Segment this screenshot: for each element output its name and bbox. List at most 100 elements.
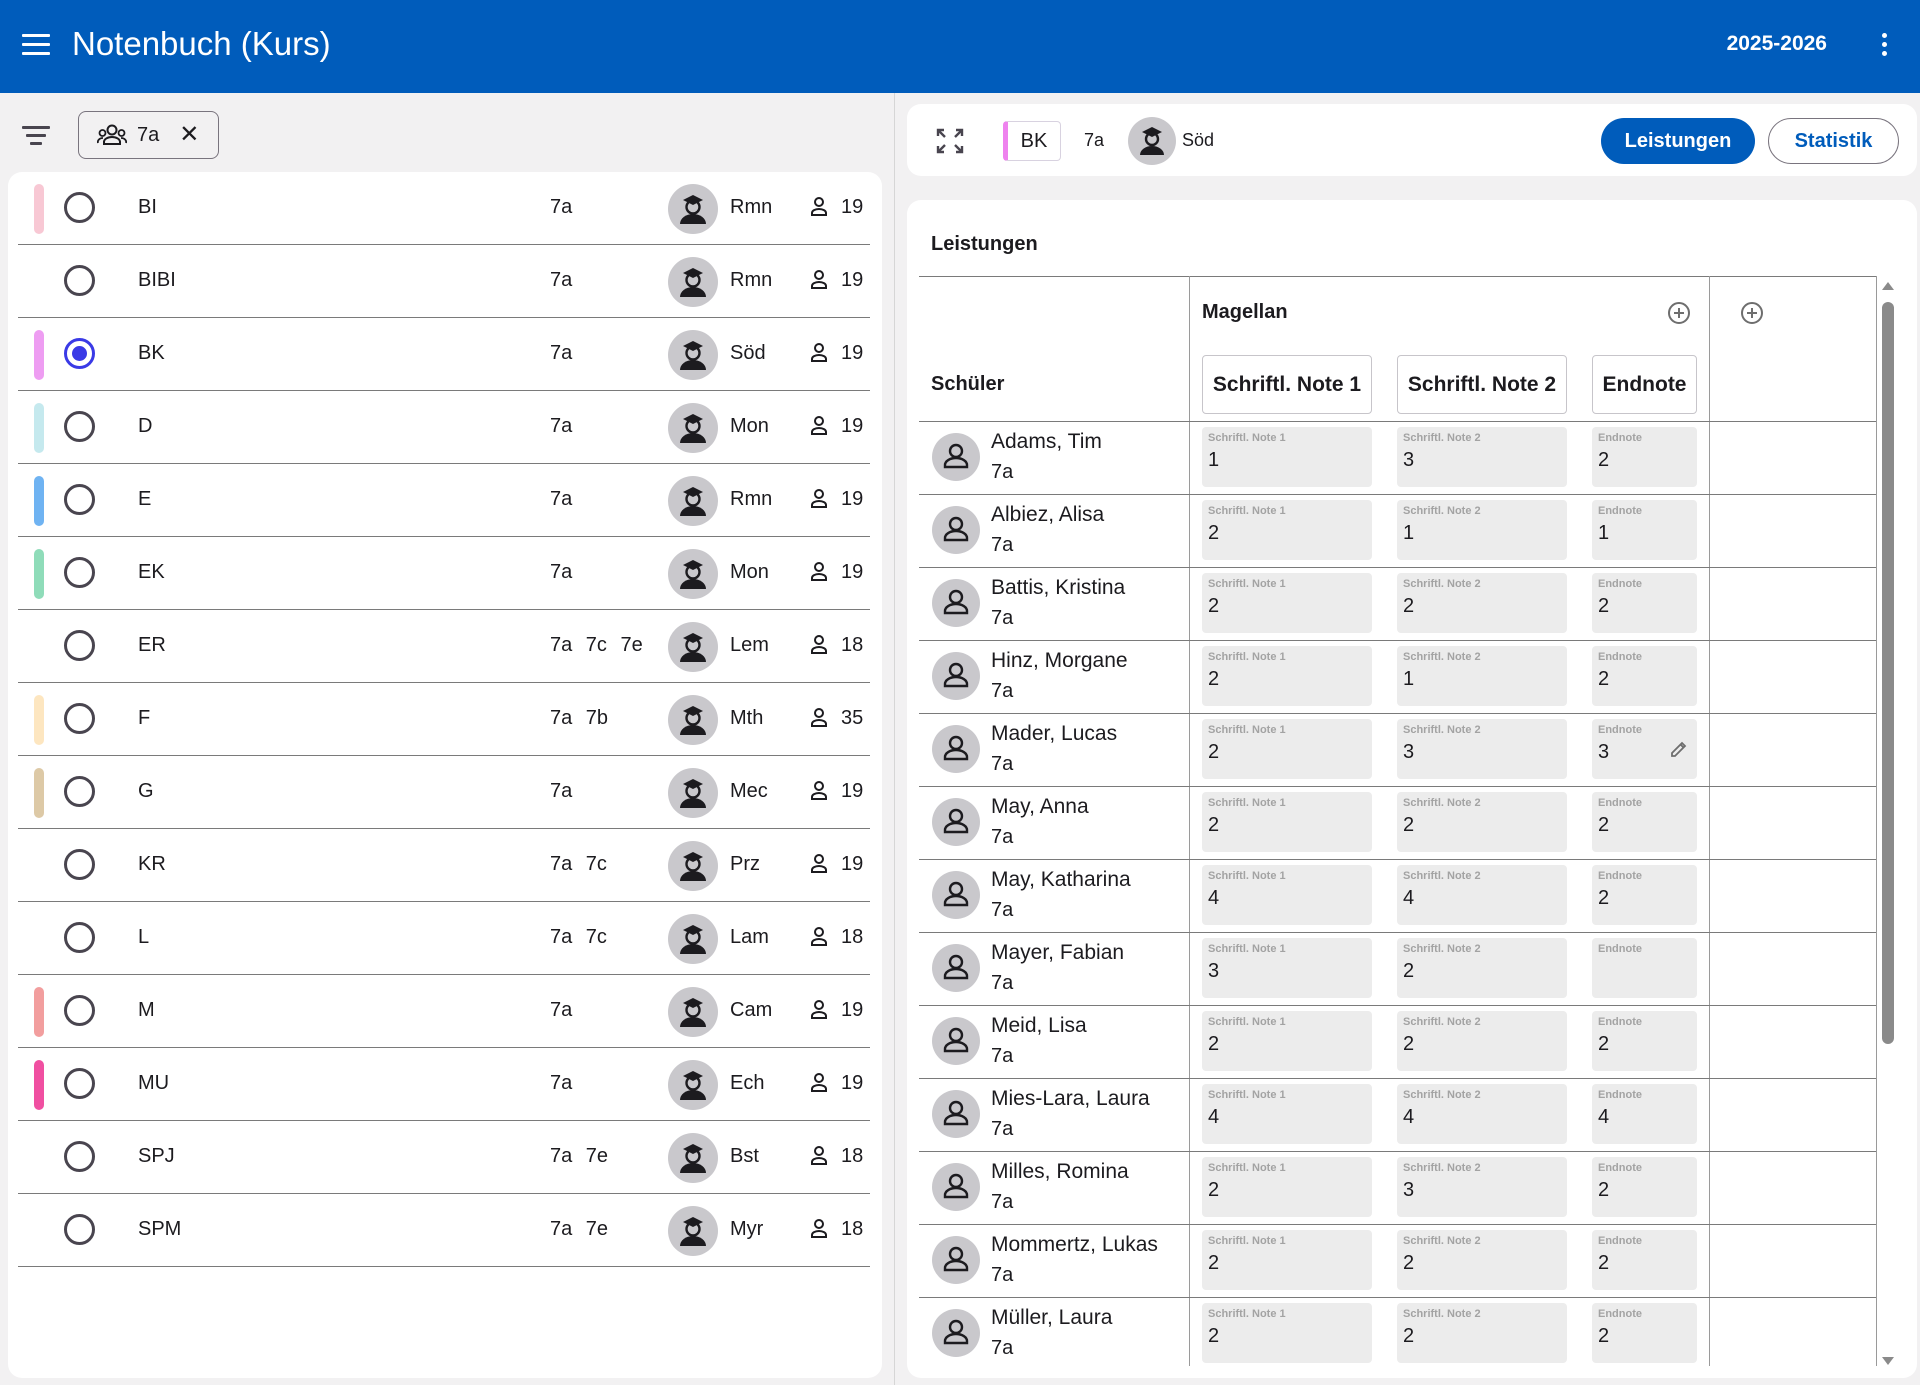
pupil-class: 7a bbox=[991, 899, 1014, 921]
course-list-item[interactable]: KR 7a 7c Prz 19 bbox=[18, 829, 870, 902]
course-list-item[interactable]: D 7a Mon 19 bbox=[18, 391, 870, 464]
grade-field[interactable]: Schriftl. Note 2 1 bbox=[1397, 500, 1567, 560]
course-list-item[interactable]: BI 7a Rmn 19 bbox=[18, 172, 870, 245]
grade-field[interactable]: Endnote 2 bbox=[1592, 1011, 1697, 1071]
grade-field[interactable]: Schriftl. Note 1 2 bbox=[1202, 719, 1372, 779]
scrollbar[interactable] bbox=[1880, 280, 1896, 1365]
course-list-item[interactable]: ER 7a 7c 7e Lem 18 bbox=[18, 610, 870, 683]
grade-field[interactable]: Schriftl. Note 2 1 bbox=[1397, 646, 1567, 706]
grade-field[interactable]: Schriftl. Note 2 4 bbox=[1397, 1084, 1567, 1144]
person-icon bbox=[810, 707, 828, 729]
course-radio[interactable] bbox=[64, 1141, 95, 1172]
grade-field[interactable]: Schriftl. Note 1 2 bbox=[1202, 792, 1372, 852]
course-radio[interactable] bbox=[64, 1214, 95, 1245]
course-classes: 7a bbox=[550, 561, 573, 583]
add-circle-icon[interactable] bbox=[1668, 302, 1690, 324]
grade-field[interactable]: Schriftl. Note 1 2 bbox=[1202, 1303, 1372, 1363]
menu-icon[interactable] bbox=[18, 28, 54, 64]
course-radio[interactable] bbox=[64, 411, 95, 442]
scrollbar-thumb[interactable] bbox=[1882, 302, 1894, 1044]
course-radio[interactable] bbox=[64, 338, 95, 369]
school-year-selector[interactable]: 2025-2026 bbox=[1726, 32, 1827, 55]
column-header-note-1[interactable]: Schriftl. Note 1 bbox=[1202, 355, 1372, 414]
person-avatar-icon bbox=[932, 1017, 980, 1065]
course-radio[interactable] bbox=[64, 703, 95, 734]
column-header-endnote[interactable]: Endnote bbox=[1592, 355, 1697, 414]
course-teacher: Mon bbox=[730, 415, 769, 437]
course-list-item[interactable]: M 7a Cam 19 bbox=[18, 975, 870, 1048]
grade-field-label: Schriftl. Note 2 bbox=[1403, 943, 1481, 955]
course-list-item[interactable]: EK 7a Mon 19 bbox=[18, 537, 870, 610]
scroll-up-icon[interactable] bbox=[1882, 282, 1894, 290]
course-subject: G bbox=[138, 780, 154, 802]
grade-field[interactable]: Schriftl. Note 1 4 bbox=[1202, 1084, 1372, 1144]
grade-field[interactable]: Endnote 2 bbox=[1592, 427, 1697, 487]
grade-field[interactable]: Schriftl. Note 2 2 bbox=[1397, 1303, 1567, 1363]
grade-field-label: Endnote bbox=[1598, 943, 1642, 955]
course-list-item[interactable]: L 7a 7c Lam 18 bbox=[18, 902, 870, 975]
grade-field[interactable]: Schriftl. Note 1 2 bbox=[1202, 646, 1372, 706]
grade-field[interactable]: Schriftl. Note 2 3 bbox=[1397, 719, 1567, 779]
grade-field[interactable]: Schriftl. Note 1 2 bbox=[1202, 500, 1372, 560]
course-list-item[interactable]: MU 7a Ech 19 bbox=[18, 1048, 870, 1121]
person-avatar-icon bbox=[932, 1236, 980, 1284]
course-radio[interactable] bbox=[64, 849, 95, 880]
course-radio[interactable] bbox=[64, 192, 95, 223]
course-radio[interactable] bbox=[64, 557, 95, 588]
course-list-item[interactable]: F 7a 7b Mth 35 bbox=[18, 683, 870, 756]
statistik-button[interactable]: Statistik bbox=[1768, 118, 1899, 164]
scroll-down-icon[interactable] bbox=[1882, 1357, 1894, 1365]
grade-field[interactable]: Schriftl. Note 1 1 bbox=[1202, 427, 1372, 487]
grade-field[interactable]: Schriftl. Note 2 2 bbox=[1397, 792, 1567, 852]
course-list-item[interactable]: SPM 7a 7e Myr 18 bbox=[18, 1194, 870, 1267]
grade-field[interactable]: Schriftl. Note 2 2 bbox=[1397, 573, 1567, 633]
leistungen-button[interactable]: Leistungen bbox=[1601, 118, 1755, 164]
grade-field[interactable]: Schriftl. Note 2 2 bbox=[1397, 1230, 1567, 1290]
column-header-note-2[interactable]: Schriftl. Note 2 bbox=[1397, 355, 1567, 414]
person-icon bbox=[810, 926, 828, 948]
course-radio[interactable] bbox=[64, 922, 95, 953]
course-radio[interactable] bbox=[64, 484, 95, 515]
grade-field[interactable]: Endnote bbox=[1592, 938, 1697, 998]
grade-field[interactable]: Schriftl. Note 1 2 bbox=[1202, 573, 1372, 633]
close-icon[interactable]: ✕ bbox=[179, 121, 200, 148]
course-list-item[interactable]: SPJ 7a 7e Bst 18 bbox=[18, 1121, 870, 1194]
course-radio[interactable] bbox=[64, 995, 95, 1026]
grade-field[interactable]: Endnote 3 bbox=[1592, 719, 1697, 779]
course-radio[interactable] bbox=[64, 776, 95, 807]
grade-field[interactable]: Schriftl. Note 1 2 bbox=[1202, 1230, 1372, 1290]
grade-field[interactable]: Endnote 4 bbox=[1592, 1084, 1697, 1144]
grade-field[interactable]: Endnote 2 bbox=[1592, 1157, 1697, 1217]
class-filter-chip[interactable]: 7a ✕ bbox=[78, 111, 219, 159]
course-list-item[interactable]: G 7a Mec 19 bbox=[18, 756, 870, 829]
grade-field[interactable]: Endnote 2 bbox=[1592, 573, 1697, 633]
grade-field[interactable]: Schriftl. Note 2 4 bbox=[1397, 865, 1567, 925]
grade-field[interactable]: Endnote 1 bbox=[1592, 500, 1697, 560]
grade-field[interactable]: Endnote 2 bbox=[1592, 1230, 1697, 1290]
course-classes: 7a bbox=[550, 269, 573, 291]
grade-field[interactable]: Endnote 2 bbox=[1592, 646, 1697, 706]
course-radio[interactable] bbox=[64, 630, 95, 661]
course-list-item[interactable]: BIBI 7a Rmn 19 bbox=[18, 245, 870, 318]
grade-field[interactable]: Schriftl. Note 2 3 bbox=[1397, 427, 1567, 487]
grade-field[interactable]: Endnote 2 bbox=[1592, 1303, 1697, 1363]
filter-list-icon[interactable] bbox=[20, 121, 52, 149]
grade-field[interactable]: Endnote 2 bbox=[1592, 792, 1697, 852]
add-circle-icon[interactable] bbox=[1741, 302, 1763, 324]
course-list-item[interactable]: E 7a Rmn 19 bbox=[18, 464, 870, 537]
grade-field[interactable]: Schriftl. Note 1 3 bbox=[1202, 938, 1372, 998]
grade-field[interactable]: Endnote 2 bbox=[1592, 865, 1697, 925]
grade-field[interactable]: Schriftl. Note 1 4 bbox=[1202, 865, 1372, 925]
grade-field[interactable]: Schriftl. Note 1 2 bbox=[1202, 1011, 1372, 1071]
course-list-item[interactable]: BK 7a Söd 19 bbox=[18, 318, 870, 391]
edit-icon[interactable] bbox=[1668, 738, 1690, 760]
course-radio[interactable] bbox=[64, 1068, 95, 1099]
grade-field[interactable]: Schriftl. Note 2 2 bbox=[1397, 1011, 1567, 1071]
more-vert-icon[interactable] bbox=[1876, 30, 1892, 64]
grade-field[interactable]: Schriftl. Note 1 2 bbox=[1202, 1157, 1372, 1217]
fullscreen-icon[interactable] bbox=[930, 124, 970, 158]
pupil-count: 18 bbox=[841, 1218, 864, 1240]
grade-field[interactable]: Schriftl. Note 2 2 bbox=[1397, 938, 1567, 998]
grade-field[interactable]: Schriftl. Note 2 3 bbox=[1397, 1157, 1567, 1217]
course-radio[interactable] bbox=[64, 265, 95, 296]
